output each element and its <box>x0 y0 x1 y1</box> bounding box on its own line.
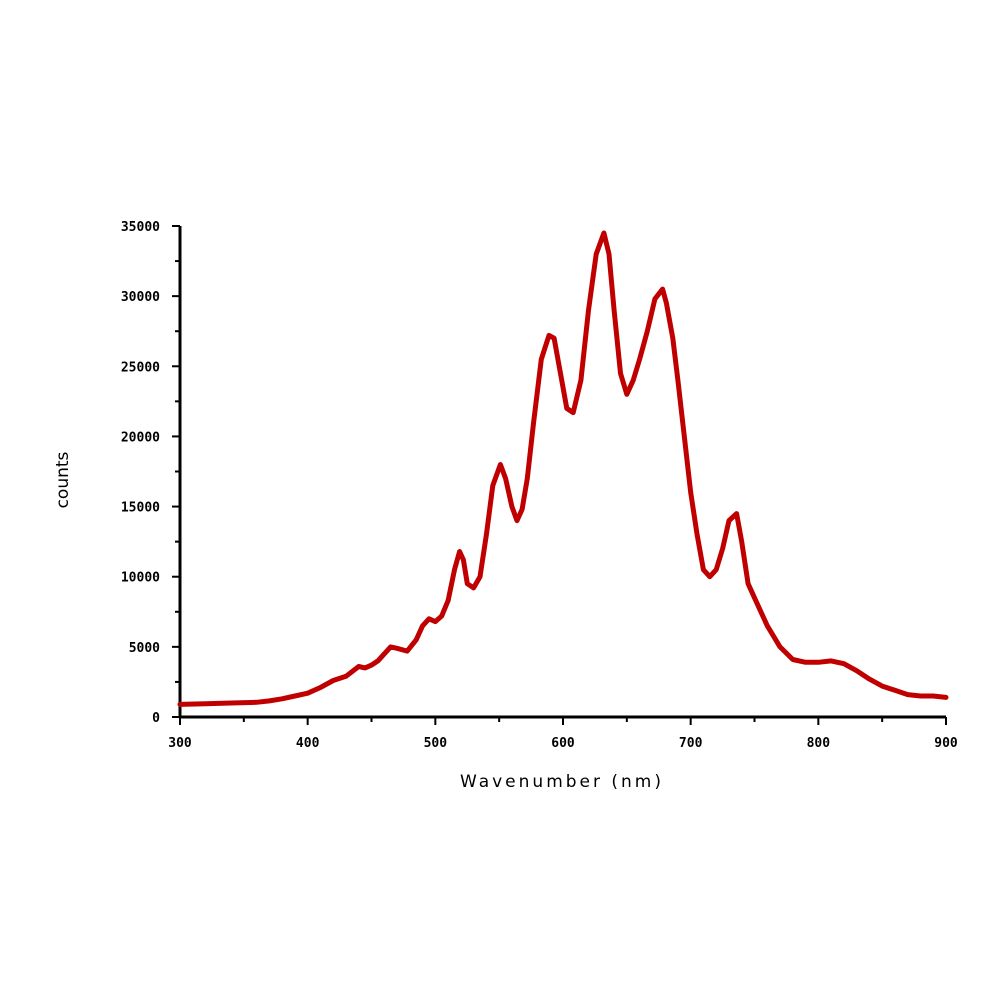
x-tick-label: 400 <box>296 736 320 751</box>
y-tick-label: 0 <box>152 711 160 726</box>
x-tick-label: 900 <box>934 736 958 751</box>
series-layer <box>177 230 949 707</box>
x-tick-label: 600 <box>551 736 575 751</box>
x-tick-label: 700 <box>679 736 703 751</box>
x-tick-label: 300 <box>168 736 192 751</box>
y-axis-title: counts <box>53 451 73 508</box>
y-tick-label: 35000 <box>121 220 160 235</box>
tick-labels: 0 5000 10000 15000 20000 25000 30000 35000 300 40… <box>121 220 958 751</box>
spectrum-series-line <box>177 230 949 707</box>
x-tick-label: 500 <box>424 736 448 751</box>
axes <box>178 226 946 719</box>
y-tick-label: 10000 <box>121 571 160 586</box>
y-tick-label: 20000 <box>121 430 160 445</box>
y-tick-label: 5000 <box>129 641 160 656</box>
y-tick-label: 15000 <box>121 501 160 516</box>
y-tick-label: 25000 <box>121 360 160 375</box>
tick-marks <box>172 225 947 725</box>
y-tick-label: 30000 <box>121 290 160 305</box>
x-axis-title: Wavenumber (nm) <box>460 772 664 792</box>
x-tick-label: 800 <box>807 736 831 751</box>
